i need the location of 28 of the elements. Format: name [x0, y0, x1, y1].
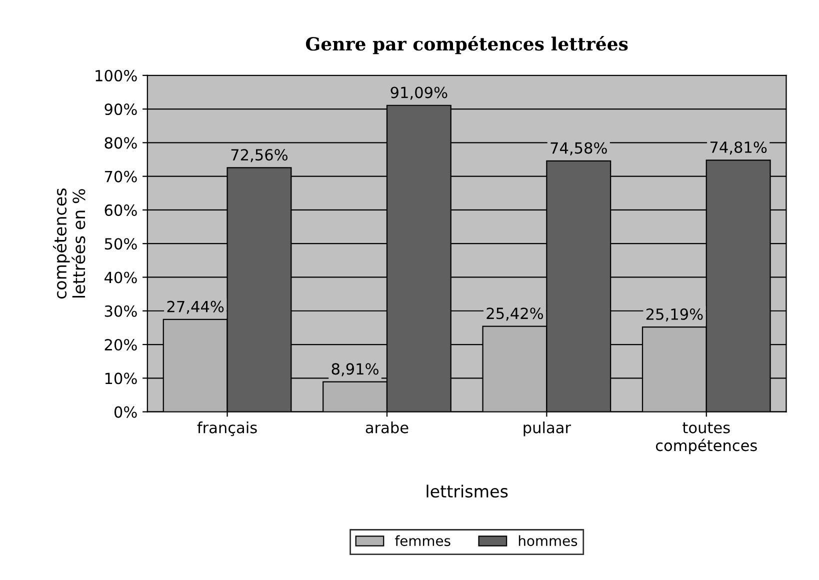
data-label: 27,44%	[167, 300, 224, 314]
y-tick-label: 70%	[104, 170, 137, 182]
data-label: 74,81%	[710, 141, 767, 155]
data-label: 25,19%	[646, 308, 703, 322]
x-tick-label: pulaar	[524, 422, 571, 436]
data-label: 74,58%	[550, 142, 607, 156]
y-tick-label: 20%	[104, 338, 137, 351]
y-tick-label: 100%	[96, 70, 137, 82]
y-tick-label: 40%	[104, 272, 137, 284]
y-tick-label: 60%	[104, 204, 137, 216]
data-label: 91,09%	[390, 86, 448, 100]
y-axis-title: compétences lettrées en %	[53, 188, 86, 299]
data-label: 72,56%	[231, 149, 288, 162]
data-label: 25,42%	[486, 308, 544, 321]
legend-label: femmes	[395, 535, 450, 546]
y-tick-label: 30%	[104, 305, 137, 317]
y-tick-label: 90%	[104, 104, 137, 116]
y-tick-label: 50%	[104, 238, 137, 250]
x-axis-title: lettrismes	[426, 484, 508, 498]
x-tick-label: français	[197, 422, 257, 436]
x-tick-label: toutes compétences	[656, 422, 757, 454]
legend-label: hommes	[518, 535, 578, 546]
chart-title: Genre par compétences lettrées	[306, 36, 628, 54]
y-tick-label: 10%	[105, 372, 137, 384]
y-tick-label: 80%	[104, 137, 137, 149]
y-tick-label: 0%	[114, 406, 137, 418]
data-label: 8,91%	[332, 363, 378, 376]
x-tick-label: arabe	[366, 422, 408, 434]
